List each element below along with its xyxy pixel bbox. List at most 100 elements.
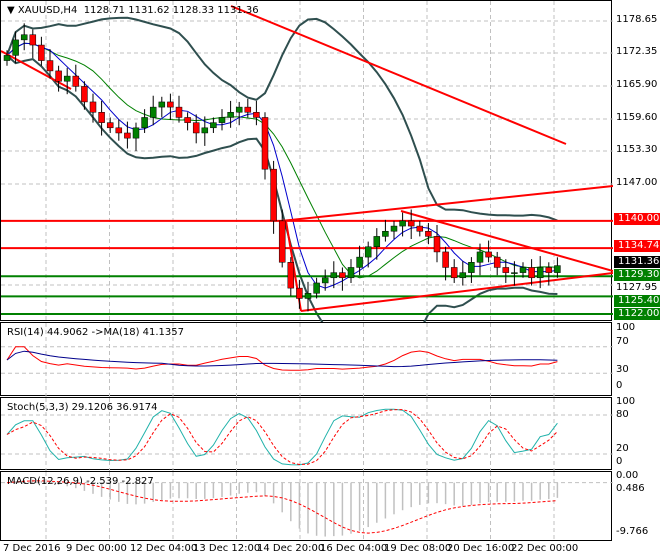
price-tick: 1159.60 [616,112,658,123]
ohlc-values: 1128.71 1131.62 1128.33 1131.36 [83,5,259,16]
rsi-chart [1,323,613,397]
bull-candle [399,220,406,227]
time-tick: 14 Dec 20:00 [257,543,325,554]
macd-pane[interactable]: MACD(12,26,9) -2.539 -2.827 [0,471,613,542]
time-tick: 22 Dec 00:00 [511,543,579,554]
macd-tick: 0.486 [616,483,645,494]
bear-candle [244,106,252,113]
bear-candle [407,220,415,227]
current-price-tag: 1131.36 [614,256,660,268]
bear-candle [167,101,174,108]
bear-candle [115,127,123,134]
bull-candle [382,230,389,237]
time-tick: 12 Dec 04:00 [130,543,198,554]
time-tick: 7 Dec 2016 [3,543,61,554]
bull-candle [149,106,157,118]
bear-candle [261,117,269,170]
level-tag-resistance: 1140.00 [614,213,660,225]
time-tick: 19 Dec 08:00 [384,543,452,554]
rsi-tick: 30 [616,364,629,375]
bull-candle [519,267,527,273]
main-price-pane[interactable]: ▼ XAUUSD,H4 1128.71 1131.62 1128.33 1131… [0,0,613,322]
stoch-chart [1,398,613,471]
stoch-tick: 100 [616,396,636,407]
rsi-pane[interactable]: RSI(14) 44.9062 ->MA(18) 41.1357 [0,322,613,397]
ma-line [6,42,558,279]
bear-candle [485,251,492,258]
bear-candle [528,267,535,279]
level-tag-support: 1125.40 [614,295,660,307]
stoch-main-line [6,408,558,466]
bear-candle [296,287,303,299]
bear-candle [124,132,131,139]
bull-candle [235,106,243,113]
bull-candle [227,112,234,118]
stoch-pane[interactable]: Stoch(5,3,3) 29.1206 36.9174 [0,397,613,471]
bull-candle [141,117,148,129]
bear-candle [55,70,62,82]
macd-tick: -9.766 [616,526,649,537]
trendline [230,5,567,145]
bull-candle [390,225,398,232]
bear-candle [425,230,432,237]
bear-candle [38,44,45,61]
bull-candle [201,127,209,134]
bull-candle [313,282,320,294]
bull-candle [330,272,338,279]
macd-title: MACD(12,26,9) -2.539 -2.827 [7,476,154,487]
bull-candle [218,117,226,123]
bull-candle [63,75,71,82]
bull-candle [511,272,518,274]
macd-tick: 0.00 [616,470,639,481]
price-chart [1,1,613,322]
bear-candle [253,112,260,118]
bull-candle [373,236,381,248]
macd-signal-line [6,480,558,534]
macd-chart [1,472,613,542]
bear-candle [339,272,346,279]
bear-candle [81,86,88,103]
price-tick: 1127.95 [616,282,658,293]
bear-candle [545,267,553,273]
bear-candle [175,106,183,118]
bear-candle [433,236,441,253]
trendline [280,185,613,222]
bull-candle [304,293,312,299]
bull-candle [20,34,28,41]
bear-candle [89,101,97,113]
level-tag-resistance: 1134.74 [614,240,660,252]
trendline [300,272,613,312]
price-tick: 1172.35 [616,46,658,57]
bull-candle [210,122,217,129]
stoch-tick: 20 [616,443,629,454]
bear-candle [502,267,510,273]
rsi-ma-line [6,350,558,368]
bull-candle [132,127,140,139]
trendline [1,50,72,90]
bear-candle [192,122,200,134]
rsi-tick: 0 [616,380,623,391]
symbol: XAUUSD,H4 [17,5,78,16]
stoch-tick: 0 [616,456,623,467]
bull-candle [356,256,363,268]
bull-candle [321,277,329,284]
price-tick: 1165.90 [616,79,658,90]
bear-candle [184,117,191,123]
level-tag-support: 1129.30 [614,269,660,281]
bear-candle [278,220,286,263]
stoch-tick: 80 [616,409,629,420]
chart-title: ▼ XAUUSD,H4 1128.71 1131.62 1128.33 1131… [7,5,259,16]
bear-candle [416,225,424,232]
level-tag-support: 1122.00 [614,308,660,320]
bollinger-lower [6,54,558,322]
time-tick: 20 Dec 16:00 [447,543,515,554]
bull-candle [476,251,484,263]
rsi-title: RSI(14) 44.9062 ->MA(18) 41.1357 [7,327,184,338]
bear-candle [46,60,54,72]
bull-candle [459,272,467,279]
bull-candle [468,262,475,273]
stoch-title: Stoch(5,3,3) 29.1206 36.9174 [7,402,158,413]
bear-candle [442,251,449,268]
bull-candle [12,39,19,56]
